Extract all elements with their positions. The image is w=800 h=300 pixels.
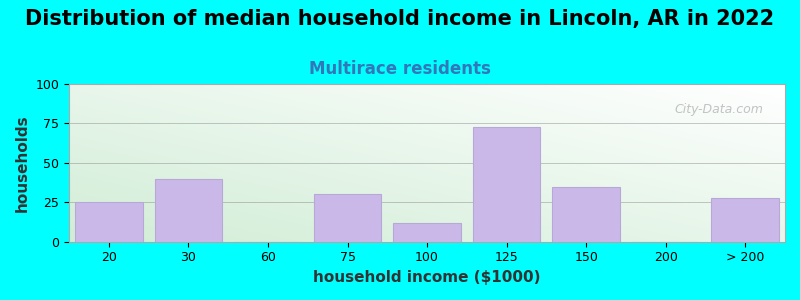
Bar xyxy=(394,223,461,242)
Bar xyxy=(552,187,620,242)
Bar xyxy=(75,202,142,242)
Bar xyxy=(314,194,382,242)
Text: Multirace residents: Multirace residents xyxy=(309,60,491,78)
Text: Distribution of median household income in Lincoln, AR in 2022: Distribution of median household income … xyxy=(26,9,774,29)
Text: City-Data.com: City-Data.com xyxy=(674,103,763,116)
Bar xyxy=(473,127,541,242)
X-axis label: household income ($1000): household income ($1000) xyxy=(314,270,541,285)
Y-axis label: households: households xyxy=(15,114,30,212)
Bar xyxy=(711,198,779,242)
Bar xyxy=(154,178,222,242)
